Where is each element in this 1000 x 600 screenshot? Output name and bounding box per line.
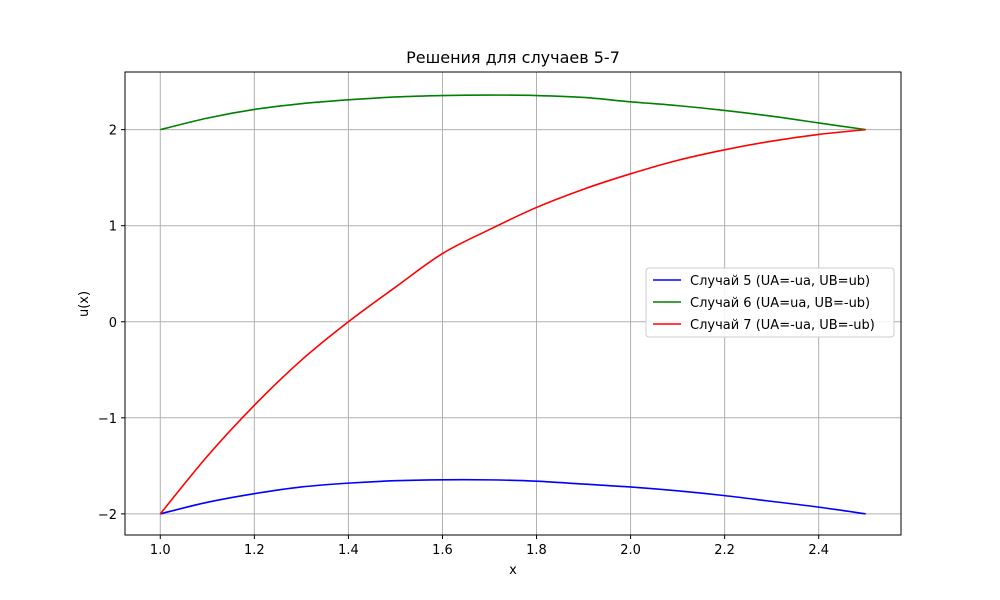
x-tick-label: 1.0 (150, 543, 171, 558)
chart-title: Решения для случаев 5-7 (406, 48, 620, 67)
x-tick-label: 2.2 (714, 543, 735, 558)
legend-label: Случай 6 (UA=ua, UB=-ub) (690, 296, 870, 311)
series-line-case-7 (159, 128, 866, 515)
x-tick-label: 2.4 (808, 543, 829, 558)
ticks-layer: 1.0 1.2 1.4 1.6 1.8 2.0 2.2 2.4 −2 −1 0 1 2 (98, 124, 829, 558)
y-tick-label: 2 (109, 124, 117, 139)
series-line-case-6 (160, 94, 866, 131)
x-axis-label: x (509, 563, 517, 578)
x-tick-label: 2.0 (620, 543, 641, 558)
x-tick-label: 1.8 (526, 543, 547, 558)
legend: Случай 5 (UA=-ua, UB=ub) Случай 6 (UA=ua,… (645, 267, 895, 338)
legend-label: Случай 5 (UA=-ua, UB=ub) (690, 274, 870, 289)
x-tick-label: 1.4 (338, 543, 359, 558)
grid-layer (125, 72, 901, 535)
y-tick-label: −1 (98, 412, 117, 427)
x-tick-label: 1.6 (432, 543, 453, 558)
series-line-case-5 (160, 478, 866, 515)
legend-box (645, 267, 895, 338)
legend-label: Случай 7 (UA=-ua, UB=-ub) (690, 318, 875, 333)
x-tick-label: 1.2 (244, 543, 265, 558)
y-axis-label: u(x) (77, 291, 92, 317)
series-layer (159, 94, 866, 515)
y-tick-label: 1 (109, 220, 117, 235)
y-tick-label: 0 (109, 316, 117, 331)
plot-frame (124, 71, 902, 536)
y-tick-label: −2 (98, 508, 117, 523)
